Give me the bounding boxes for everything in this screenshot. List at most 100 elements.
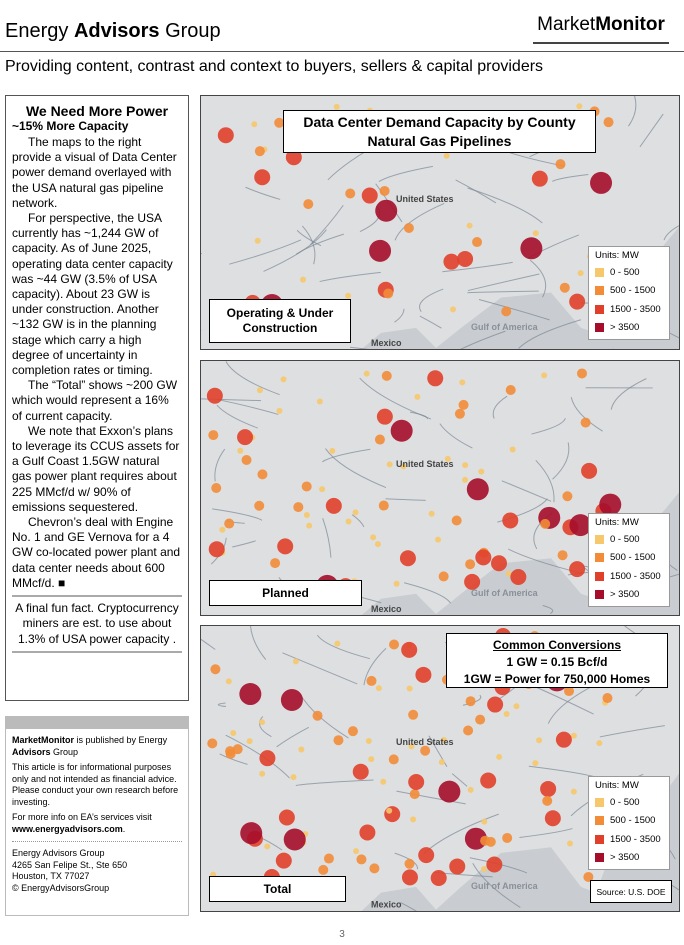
pipeline xyxy=(403,582,452,604)
data-center xyxy=(536,737,543,744)
data-center xyxy=(435,536,442,543)
data-center xyxy=(451,515,462,526)
data-center xyxy=(564,686,575,697)
panel-label: Planned xyxy=(209,580,362,606)
logo-part: Monitor xyxy=(595,14,665,35)
data-center xyxy=(246,738,253,745)
data-center xyxy=(540,780,557,797)
data-center xyxy=(531,170,548,187)
pipeline xyxy=(451,773,468,787)
pipeline xyxy=(663,225,679,241)
pipeline xyxy=(409,411,428,420)
pipeline xyxy=(201,398,262,402)
brand-part: Group xyxy=(159,20,221,42)
data-center xyxy=(257,469,268,480)
data-center xyxy=(251,121,258,128)
data-center xyxy=(292,658,299,665)
legend-swatch xyxy=(595,853,604,863)
pipeline xyxy=(258,716,272,738)
data-center xyxy=(333,735,344,746)
data-center xyxy=(576,103,583,110)
data-center xyxy=(270,558,281,569)
data-center xyxy=(501,306,512,317)
paragraph: We note that Exxon’s plans to leverage i… xyxy=(12,423,180,514)
data-center xyxy=(454,408,465,419)
data-center xyxy=(509,446,516,453)
data-center xyxy=(427,370,444,387)
data-center xyxy=(254,169,271,186)
legend-swatch xyxy=(595,553,604,563)
disclaimer: This article is for informational purpos… xyxy=(12,762,179,807)
data-center xyxy=(237,447,244,454)
data-center xyxy=(278,809,295,826)
data-center xyxy=(352,509,359,516)
place-label: Gulf of America xyxy=(471,881,539,891)
pipeline xyxy=(394,308,405,323)
data-center xyxy=(443,253,460,270)
data-center xyxy=(415,666,432,683)
data-center xyxy=(576,368,587,379)
data-center xyxy=(207,738,218,749)
pipeline xyxy=(296,230,322,247)
data-center xyxy=(557,550,568,561)
data-center xyxy=(443,152,450,159)
more-info-text: For more info on EA’s services visit xyxy=(12,812,152,822)
paragraph: The maps to the right provide a visual o… xyxy=(12,135,177,210)
pipeline xyxy=(472,862,521,908)
data-center xyxy=(319,486,326,493)
data-center xyxy=(224,518,235,529)
pipeline xyxy=(282,652,358,685)
data-center xyxy=(230,730,237,737)
data-center xyxy=(254,237,261,244)
pipeline xyxy=(201,638,216,650)
data-center xyxy=(438,759,445,766)
data-center xyxy=(333,103,340,110)
publisher-intro: MarketMonitor is published by Energy Adv… xyxy=(12,735,182,758)
data-center xyxy=(237,429,254,446)
page-number: 3 xyxy=(339,929,345,940)
legend-label: 500 - 1500 xyxy=(610,815,656,827)
data-center xyxy=(306,522,313,529)
pipeline xyxy=(205,614,207,615)
logo: MarketMonitor xyxy=(533,14,669,44)
data-center xyxy=(502,832,513,843)
legend-row: > 3500 xyxy=(595,319,669,338)
legend-swatch xyxy=(595,797,604,807)
legend-units: Units: MW xyxy=(595,250,639,261)
pipeline xyxy=(296,233,344,255)
place-label: Mexico xyxy=(371,604,402,614)
data-center xyxy=(475,549,492,566)
pipeline xyxy=(217,398,279,415)
data-center xyxy=(345,518,352,525)
pipeline xyxy=(363,648,387,686)
map-land xyxy=(201,96,679,349)
legend-label: 500 - 1500 xyxy=(610,552,656,564)
data-center xyxy=(532,230,539,237)
pipeline xyxy=(542,605,554,614)
brand-part: Advisors xyxy=(73,20,160,42)
url: www.energyadvisors.com xyxy=(12,823,123,834)
data-center xyxy=(577,270,584,277)
data-center xyxy=(345,292,352,299)
data-center xyxy=(464,573,481,590)
data-center xyxy=(375,685,382,692)
data-center xyxy=(393,580,400,587)
data-center xyxy=(280,689,303,712)
data-center xyxy=(217,127,234,144)
pipeline xyxy=(462,694,482,706)
legend-label: > 3500 xyxy=(610,589,640,601)
data-center xyxy=(502,512,519,529)
data-center xyxy=(555,731,572,748)
legend-row: 500 - 1500 xyxy=(595,282,669,301)
pipeline xyxy=(295,779,374,786)
data-center xyxy=(369,239,392,262)
data-center xyxy=(541,372,548,379)
legend-row: > 3500 xyxy=(595,586,669,605)
paragraph: The “Total” shows ~200 GW which would re… xyxy=(12,378,178,423)
pipeline xyxy=(599,725,665,738)
data-center xyxy=(438,780,461,803)
data-center xyxy=(352,763,369,780)
data-center xyxy=(298,746,305,753)
sidebar-title: We Need More Power xyxy=(25,103,169,119)
